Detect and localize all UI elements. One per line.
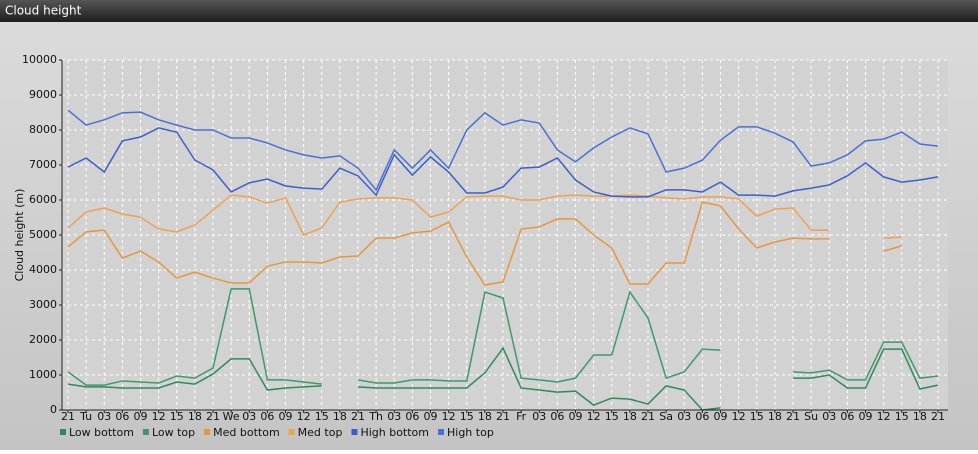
x-tick-label: 09 xyxy=(424,410,438,423)
x-tick-label: Fr xyxy=(516,410,527,423)
x-tick-label: 18 xyxy=(913,410,927,423)
x-tick-label: Sa xyxy=(659,410,673,423)
legend-label: Low bottom xyxy=(69,426,134,439)
legend-swatch xyxy=(142,429,149,435)
legend-swatch xyxy=(204,429,211,435)
x-tick-label: 21 xyxy=(641,410,655,423)
x-tick-label: 09 xyxy=(859,410,873,423)
x-tick-label: 15 xyxy=(460,410,474,423)
y-axis-label: Cloud height (m) xyxy=(13,189,26,282)
x-tick-label: 18 xyxy=(333,410,347,423)
legend-label: High top xyxy=(447,426,494,439)
x-tick-label: 12 xyxy=(442,410,456,423)
y-tick-label: 3000 xyxy=(29,298,57,311)
legend-swatch xyxy=(288,429,295,435)
x-tick-label: 18 xyxy=(188,410,202,423)
x-tick-label: 18 xyxy=(478,410,492,423)
legend-label: Med top xyxy=(298,426,343,439)
x-tick-label: 06 xyxy=(115,410,129,423)
x-tick-label: 21 xyxy=(786,410,800,423)
x-tick-label: 21 xyxy=(206,410,220,423)
x-tick-label: 15 xyxy=(605,410,619,423)
x-tick-label: 09 xyxy=(134,410,148,423)
x-tick-label: 03 xyxy=(822,410,836,423)
x-tick-label: 12 xyxy=(587,410,601,423)
x-tick-label: 06 xyxy=(695,410,709,423)
x-tick-label: We xyxy=(223,410,240,423)
x-tick-label: 12 xyxy=(152,410,166,423)
x-tick-label: 03 xyxy=(677,410,691,423)
x-tick-label: 09 xyxy=(569,410,583,423)
title-bar xyxy=(0,0,978,22)
y-tick-label: 8000 xyxy=(29,123,57,136)
y-tick-label: 9000 xyxy=(29,88,57,101)
x-tick-label: 21 xyxy=(496,410,510,423)
x-tick-label: 15 xyxy=(750,410,764,423)
x-tick-label: 09 xyxy=(279,410,293,423)
x-tick-label: 15 xyxy=(170,410,184,423)
x-tick-label: 21 xyxy=(351,410,365,423)
x-tick-label: 06 xyxy=(260,410,274,423)
series-line xyxy=(67,194,902,239)
x-tick-label: 06 xyxy=(550,410,564,423)
chart-title: Cloud height xyxy=(5,4,82,18)
legend-label: Low top xyxy=(152,426,195,439)
x-tick-label: 06 xyxy=(405,410,419,423)
x-tick-label: Th xyxy=(368,410,383,423)
y-tick-label: 7000 xyxy=(29,158,57,171)
y-tick-label: 10000 xyxy=(22,53,57,66)
x-tick-label: 03 xyxy=(242,410,256,423)
legend-swatch xyxy=(60,429,66,435)
x-tick-label: 12 xyxy=(297,410,311,423)
y-tick-label: 1000 xyxy=(29,368,57,381)
x-tick-label: 21 xyxy=(61,410,75,423)
x-tick-label: Su xyxy=(804,410,818,423)
x-tick-label: 15 xyxy=(895,410,909,423)
x-tick-label: 09 xyxy=(714,410,728,423)
series-line xyxy=(67,346,939,411)
legend-swatch xyxy=(351,429,358,435)
x-tick-label: 12 xyxy=(732,410,746,423)
y-tick-label: 4000 xyxy=(29,263,57,276)
x-tick-label: 18 xyxy=(623,410,637,423)
x-tick-label: 03 xyxy=(532,410,546,423)
x-tick-label: 03 xyxy=(97,410,111,423)
x-tick-label: 15 xyxy=(315,410,329,423)
series-line xyxy=(67,201,902,286)
x-tick-label: 21 xyxy=(931,410,945,423)
y-tick-label: 2000 xyxy=(29,333,57,346)
x-tick-label: Tu xyxy=(79,410,92,423)
x-tick-label: 03 xyxy=(387,410,401,423)
x-tick-label: 18 xyxy=(768,410,782,423)
x-tick-label: 12 xyxy=(877,410,891,423)
legend-label: Med bottom xyxy=(213,426,280,439)
legend-label: High bottom xyxy=(360,426,429,439)
series-line xyxy=(67,109,939,192)
y-tick-label: 6000 xyxy=(29,193,57,206)
y-tick-label: 0 xyxy=(50,403,57,416)
series-line xyxy=(67,127,939,198)
x-tick-label: 06 xyxy=(840,410,854,423)
y-tick-label: 5000 xyxy=(29,228,57,241)
series-line xyxy=(67,288,939,386)
legend-swatch xyxy=(438,429,444,435)
